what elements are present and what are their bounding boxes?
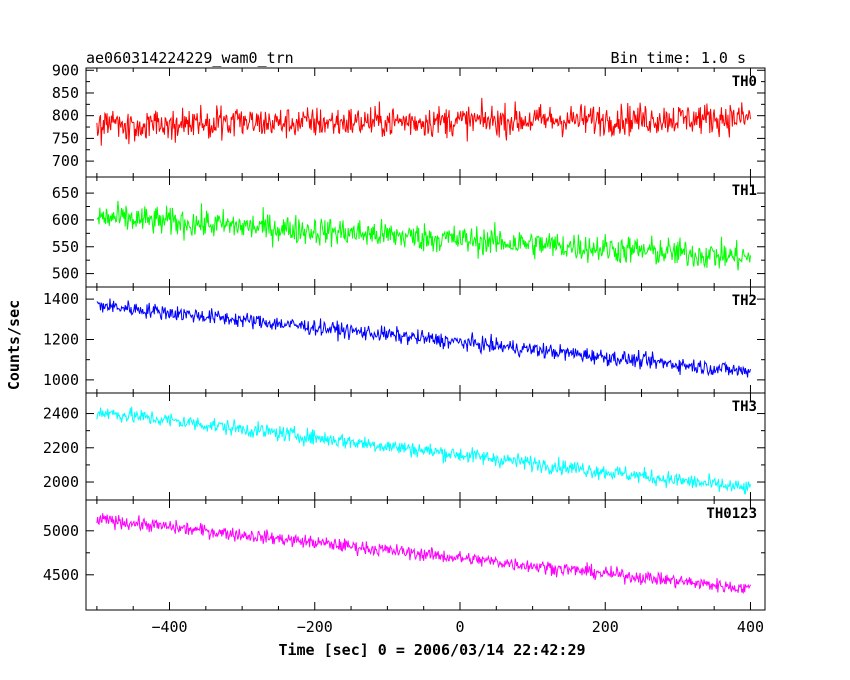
panel-th2: 1000 1200 1400 TH2	[43, 286, 766, 394]
x-tick-label: 400	[737, 618, 764, 636]
panel-th0: 700 750 800 850 900 TH0	[52, 61, 766, 178]
series-label-th0: TH0	[732, 74, 757, 90]
panels-group: 700 750 800 850 900 TH0 500 550 600 650 TH1 1000 120…	[43, 61, 766, 611]
series-line-th0	[96, 97, 751, 146]
series-line-th3	[96, 406, 751, 495]
panel-th1: 500 550 600 650 TH1	[52, 176, 766, 288]
y-tick-label: 2400	[43, 405, 79, 423]
y-tick-label: 4500	[43, 566, 79, 584]
y-tick-label: 2000	[43, 473, 79, 491]
x-tick-label: 0	[455, 618, 464, 636]
y-tick-label: 500	[52, 265, 79, 283]
panel-th0123: 4500 5000 TH0123	[43, 499, 766, 611]
series-label-th0123: TH0123	[706, 506, 757, 522]
y-tick-label: 5000	[43, 522, 79, 540]
y-tick-label: 650	[52, 184, 79, 202]
y-tick-label: 1400	[43, 290, 79, 308]
y-tick-label: 550	[52, 238, 79, 256]
panel-th3: 2000 2200 2400 TH3	[43, 392, 766, 501]
y-tick-label: 900	[52, 61, 79, 79]
series-line-th0123	[96, 513, 751, 594]
x-axis: −400 −200 0 200 400	[151, 618, 764, 636]
y-tick-label: 1000	[43, 371, 79, 389]
y-tick-label: 1200	[43, 330, 79, 348]
y-tick-label: 700	[52, 152, 79, 170]
panel-frame	[85, 392, 766, 501]
y-tick-label: 2200	[43, 439, 79, 457]
series-line-th1	[96, 200, 751, 271]
x-tick-label: −200	[297, 618, 333, 636]
series-label-th2: TH2	[732, 293, 757, 309]
series-label-th3: TH3	[732, 399, 757, 415]
y-tick-label: 750	[52, 129, 79, 147]
bin-time-label: Bin time: 1.0 s	[611, 49, 746, 67]
y-axis-title: Counts/sec	[5, 300, 23, 390]
x-axis-title: Time [sec] 0 = 2006/03/14 22:42:29	[278, 641, 585, 659]
panel-frame	[85, 499, 766, 611]
chart-title: ae060314224229_wam0_trn	[86, 49, 294, 67]
series-line-th2	[96, 298, 751, 378]
y-tick-label: 850	[52, 84, 79, 102]
x-tick-label: −400	[151, 618, 187, 636]
x-tick-label: 200	[592, 618, 619, 636]
panel-frame	[85, 286, 766, 394]
y-tick-label: 800	[52, 107, 79, 125]
y-tick-label: 600	[52, 211, 79, 229]
series-label-th1: TH1	[732, 183, 757, 199]
